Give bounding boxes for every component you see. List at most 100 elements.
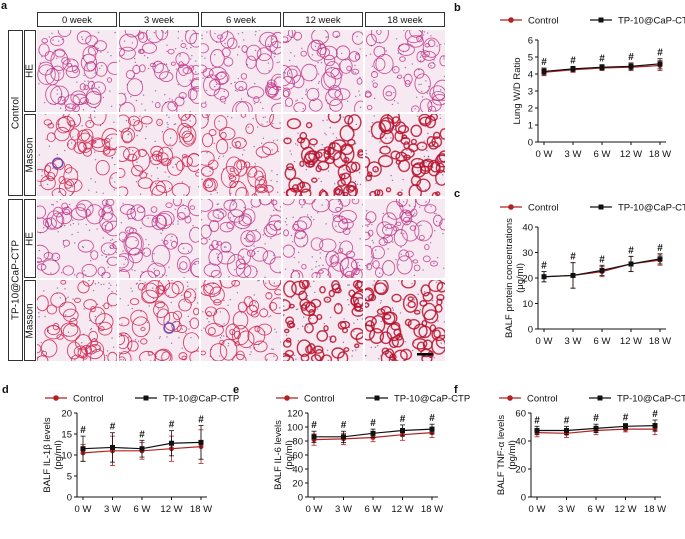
group-label-control-text: Control bbox=[10, 96, 21, 130]
x-tick-label: 3 W bbox=[104, 504, 121, 515]
stain-label-masson-treatment: Masson bbox=[24, 280, 36, 361]
x-tick-label: 6 W bbox=[594, 336, 611, 347]
x-tick-label: 18 W bbox=[421, 504, 443, 515]
legend-label-treatment: TP-10@CaP-CTP bbox=[617, 394, 685, 405]
y-tick-label: 10 bbox=[522, 299, 533, 310]
y-tick-label: 60 bbox=[292, 451, 303, 462]
legend-label-control: Control bbox=[528, 203, 559, 214]
y-tick-label: 15 bbox=[61, 430, 72, 441]
y-tick-label: 20 bbox=[522, 274, 533, 285]
x-tick-label: 0 W bbox=[529, 504, 546, 515]
y-tick-label: 5 bbox=[67, 472, 72, 483]
y-tick-label: 0 bbox=[528, 325, 533, 336]
y-tick-label: 0 bbox=[298, 493, 303, 504]
significance-mark: # bbox=[593, 413, 599, 424]
y-tick-label: 30 bbox=[522, 248, 533, 259]
tissue-texture bbox=[119, 280, 199, 361]
tissue-texture bbox=[365, 280, 445, 361]
data-point-treatment bbox=[628, 63, 634, 69]
significance-mark: # bbox=[169, 420, 175, 431]
tissue-texture bbox=[37, 30, 117, 112]
y-axis-unit: (μg/ml) bbox=[515, 263, 526, 293]
histology-image-masson bbox=[201, 114, 281, 196]
y-tick-label: 4 bbox=[528, 70, 533, 81]
x-tick-label: 3 W bbox=[565, 336, 582, 347]
chart-e-il6: Control TP-10@CaP-CTP 0 20 40 60 80 100 120 0 W 3 … bbox=[236, 388, 470, 534]
data-point-treatment bbox=[593, 425, 599, 431]
significance-mark: # bbox=[110, 422, 116, 433]
x-tick-label: 12 W bbox=[620, 149, 642, 160]
x-tick-label: 6 W bbox=[134, 504, 151, 515]
histology-image-he bbox=[119, 30, 199, 112]
x-tick-label: 0 W bbox=[306, 504, 323, 515]
chart-d-il1b: Control TP-10@CaP-CTP 0 5 10 15 20 0 W 3 W 6 W 12 … bbox=[5, 388, 239, 534]
histology-image-he bbox=[201, 199, 281, 278]
significance-mark: # bbox=[628, 245, 634, 256]
tissue-texture bbox=[283, 114, 363, 196]
x-tick-label: 0 W bbox=[536, 336, 553, 347]
histology-image-masson bbox=[365, 280, 445, 361]
x-tick-label: 18 W bbox=[190, 504, 212, 515]
legend-label-control: Control bbox=[528, 16, 559, 27]
legend-label-treatment: TP-10@CaP-CTP bbox=[163, 394, 239, 405]
y-tick-label: 40 bbox=[522, 223, 533, 234]
panel-label-e: e bbox=[233, 384, 240, 396]
significance-mark: # bbox=[623, 413, 629, 424]
y-tick-label: 0 bbox=[528, 138, 533, 149]
group-label-control: Control bbox=[8, 30, 23, 196]
significance-mark: # bbox=[628, 52, 634, 63]
y-tick-label: 0 bbox=[67, 493, 72, 504]
y-axis-label: Lung W/D Ratio bbox=[512, 57, 523, 124]
data-point-treatment bbox=[370, 430, 376, 436]
significance-mark: # bbox=[541, 57, 547, 68]
histology-image-he bbox=[201, 30, 281, 112]
legend-label-control: Control bbox=[73, 394, 104, 405]
data-point-treatment bbox=[599, 64, 605, 70]
significance-mark: # bbox=[599, 54, 605, 65]
x-tick-label: 12 W bbox=[620, 336, 642, 347]
data-point-treatment bbox=[534, 428, 540, 433]
tissue-texture bbox=[201, 280, 281, 361]
tissue-texture bbox=[283, 199, 363, 278]
y-tick-label: 2 bbox=[528, 104, 533, 115]
y-tick-label: 80 bbox=[292, 437, 303, 448]
tissue-texture bbox=[119, 114, 199, 196]
data-point-treatment bbox=[169, 440, 174, 446]
significance-mark: # bbox=[570, 55, 576, 66]
tissue-texture bbox=[201, 114, 281, 196]
data-point-treatment bbox=[652, 423, 658, 429]
y-axis-unit: (pg/ml) bbox=[284, 440, 295, 470]
histology-image-masson bbox=[119, 114, 199, 196]
tissue-texture bbox=[119, 30, 199, 112]
data-point-treatment bbox=[570, 272, 576, 278]
significance-mark: # bbox=[198, 415, 204, 426]
data-point-treatment bbox=[139, 446, 145, 452]
legend-marker-control bbox=[508, 17, 514, 23]
y-tick-label: 3 bbox=[528, 87, 533, 98]
significance-mark: # bbox=[599, 254, 605, 265]
x-tick-label: 18 W bbox=[649, 336, 671, 347]
y-axis-unit: (pg/ml) bbox=[507, 440, 518, 470]
panel-label-a: a bbox=[1, 0, 8, 12]
legend-marker-treatment bbox=[374, 395, 380, 401]
legend-marker-control bbox=[284, 395, 290, 401]
tissue-texture bbox=[365, 30, 445, 112]
data-point-treatment bbox=[564, 428, 569, 433]
significance-mark: # bbox=[652, 409, 658, 420]
significance-mark: # bbox=[400, 414, 406, 425]
tissue-texture bbox=[37, 114, 117, 196]
x-tick-label: 6 W bbox=[588, 504, 605, 515]
tissue-texture bbox=[37, 199, 117, 278]
histology-image-masson bbox=[119, 280, 199, 361]
x-tick-label: 0 W bbox=[536, 149, 553, 160]
x-tick-label: 6 W bbox=[365, 504, 382, 515]
data-point-treatment bbox=[623, 423, 628, 429]
data-point-treatment bbox=[599, 267, 605, 273]
significance-mark: # bbox=[311, 420, 317, 431]
legend-label-control: Control bbox=[304, 394, 335, 405]
column-header-3-week: 3 week bbox=[119, 12, 199, 27]
significance-mark: # bbox=[541, 261, 547, 272]
x-tick-label: 12 W bbox=[391, 504, 413, 515]
histology-image-he bbox=[365, 30, 445, 112]
data-point-treatment bbox=[541, 274, 547, 280]
